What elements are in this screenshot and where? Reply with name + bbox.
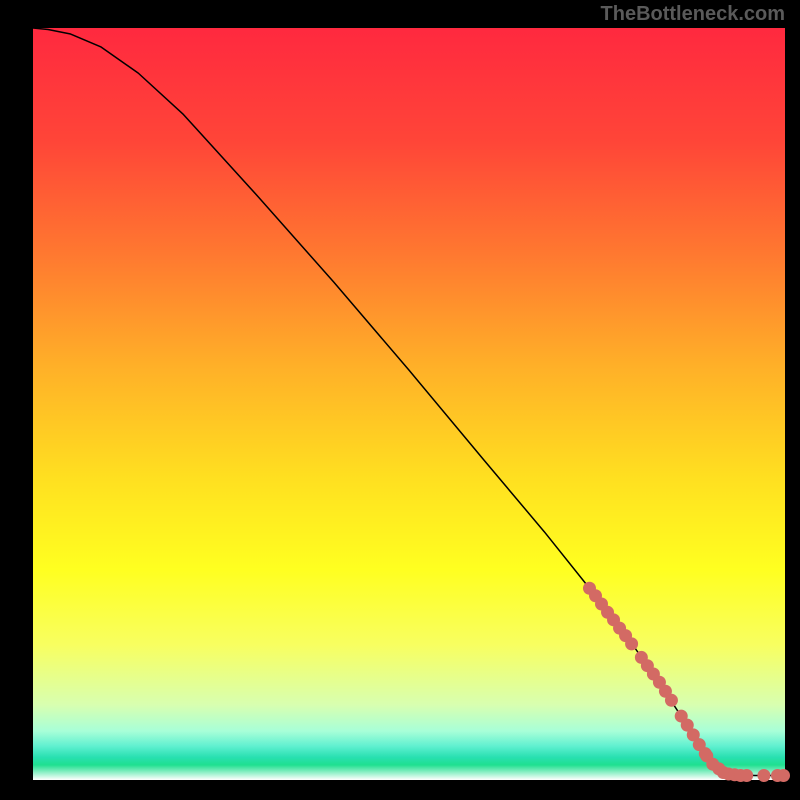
chart-marker [665, 694, 678, 707]
chart-curve [33, 28, 785, 775]
chart-frame: TheBottleneck.com [0, 0, 800, 800]
chart-marker [777, 769, 790, 782]
chart-marker [757, 769, 770, 782]
chart-overlay [0, 0, 800, 800]
chart-marker [740, 769, 753, 782]
watermark-text: TheBottleneck.com [601, 3, 785, 26]
chart-marker [625, 637, 638, 650]
